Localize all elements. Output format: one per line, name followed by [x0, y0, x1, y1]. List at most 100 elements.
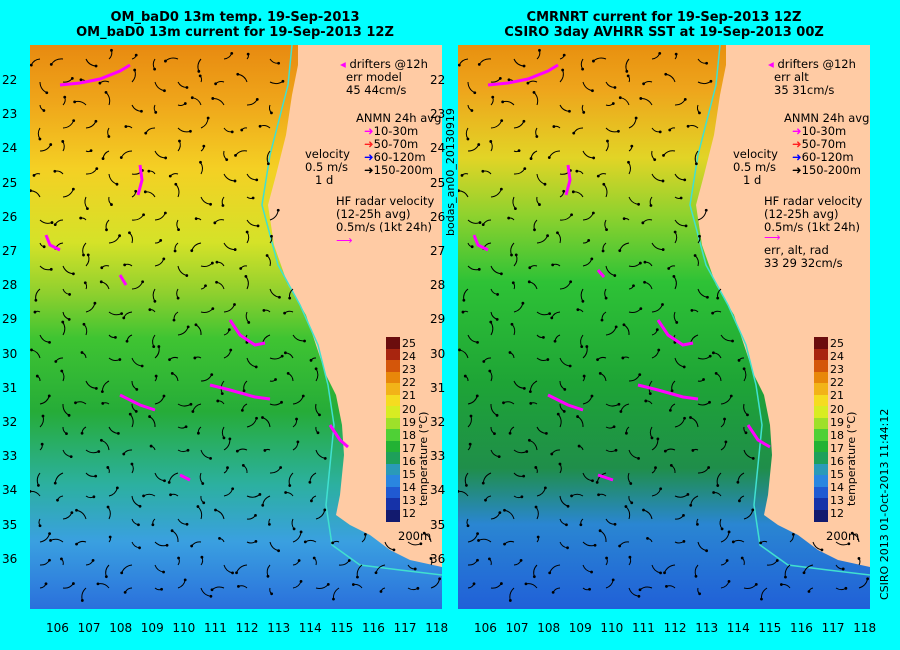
current-vector-head [153, 67, 157, 71]
right-title: CMRNRT current for 19-Sep-2013 12Z CSIRO… [458, 10, 870, 40]
current-vector-head [468, 442, 472, 446]
latitude-tick-label: 27 [430, 244, 446, 258]
current-vector-head [624, 505, 628, 508]
longitude-tick-label: 118 [853, 621, 877, 635]
current-vector-head [627, 160, 630, 164]
current-vector-head [194, 217, 198, 221]
current-vector-head [656, 437, 660, 441]
colorbar-swatch [814, 486, 828, 499]
current-vector-head [546, 358, 550, 361]
current-vector-head [123, 263, 127, 267]
colorbar-tick-label: 25 [402, 337, 416, 350]
velocity-title: velocity [305, 147, 350, 161]
longitude-tick-label: 113 [695, 621, 719, 635]
current-vector-head [351, 583, 355, 586]
current-vector-head [517, 149, 521, 153]
current-vector-head [100, 390, 104, 394]
current-vector-head [297, 559, 301, 562]
current-vector-head [255, 416, 258, 420]
drifter-tracks [44, 63, 349, 482]
current-vector-head [154, 110, 158, 114]
current-vector-head [186, 448, 190, 452]
current-vector-head [94, 474, 98, 478]
current-vector-head [562, 409, 566, 413]
current-vector-head [668, 408, 672, 412]
current-vector-head [235, 449, 239, 453]
current-vector-head [151, 523, 155, 527]
current-vector-head [413, 567, 417, 571]
current-vector-head [686, 493, 690, 496]
colorbar-swatch [814, 371, 828, 384]
longitude-tick-label: 112 [663, 621, 687, 635]
latitude-tick-label: 28 [2, 278, 18, 293]
current-vector-head [508, 599, 512, 602]
current-vector-head [374, 571, 378, 575]
current-vector-head [661, 248, 665, 251]
current-vector-head [562, 53, 566, 57]
current-vector-head [332, 597, 335, 601]
current-vector-head [215, 260, 219, 264]
hf-arrow-symbol: ⟶ [764, 230, 781, 244]
current-vector-head [196, 505, 200, 508]
current-vector-head [228, 437, 232, 441]
current-vector-head [215, 280, 218, 284]
current-vector-head [245, 230, 249, 234]
drifter-tracks [472, 63, 771, 482]
current-vector-head [323, 508, 327, 512]
colorbar-swatch [386, 440, 400, 453]
current-vector-head [233, 179, 237, 183]
current-vector-head [94, 64, 98, 68]
current-vector-head [44, 582, 48, 586]
left-colorbar-axis-label: temperature (°C) [417, 411, 430, 506]
latitude-tick-label: 30 [430, 346, 446, 361]
current-vector-head [213, 221, 217, 225]
current-vector-head [670, 389, 674, 393]
left-colorbar [386, 337, 400, 522]
current-vector-head [662, 153, 665, 157]
current-vector-head [169, 493, 172, 497]
current-vector-head [288, 484, 292, 487]
current-vector-head [235, 571, 238, 575]
current-vector-head [458, 189, 460, 193]
current-vector-head [570, 494, 573, 498]
current-vector-head [118, 358, 122, 361]
current-vector-head [602, 182, 606, 186]
current-vector-head [71, 187, 75, 191]
colorbar-tick-label: 13 [830, 494, 844, 508]
current-vector-head [558, 462, 562, 466]
current-vector-head [477, 143, 481, 146]
drifter-symbol: ◂ [340, 57, 346, 71]
hf-avg: (12-25h avg) [336, 207, 411, 221]
current-vector-head [544, 431, 548, 435]
current-vector-head [466, 524, 470, 528]
current-vector-head [499, 582, 503, 585]
current-vector-head [164, 156, 168, 160]
current-vector-head [256, 224, 260, 228]
current-vector-head [625, 69, 629, 73]
current-vector-head [318, 413, 321, 417]
current-vector-head [736, 480, 740, 484]
current-vector-head [611, 578, 615, 582]
current-vector-head [644, 399, 648, 403]
current-vector-head [605, 556, 608, 560]
current-vector-head [548, 312, 552, 316]
current-vector-head [237, 584, 240, 588]
latitude-tick-label: 26 [2, 209, 18, 224]
current-vector-head [79, 216, 83, 220]
current-vector-head [529, 402, 533, 405]
colorbar-swatch [386, 417, 400, 430]
current-vector-head [731, 540, 735, 544]
current-vector-head [566, 546, 569, 550]
current-vector-head [597, 493, 600, 497]
current-vector-head [86, 253, 90, 257]
current-vector-head [617, 129, 620, 133]
latitude-tick-label: 29 [430, 312, 446, 327]
current-vector-head [543, 182, 547, 186]
current-vector-head [639, 307, 643, 311]
current-vector-head [33, 310, 37, 314]
current-vector-head [481, 481, 485, 485]
right-map-panel [458, 45, 870, 609]
current-vector-head [176, 296, 180, 300]
current-vector-head [550, 316, 554, 320]
latitude-tick-label: 25 [430, 175, 446, 190]
